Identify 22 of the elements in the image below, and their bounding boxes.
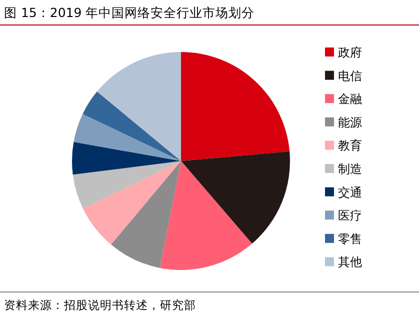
pie-slice xyxy=(181,151,290,244)
pie-slice xyxy=(72,142,181,175)
pie-slice xyxy=(82,92,181,161)
legend-label: 零售 xyxy=(338,232,362,246)
pie-slice xyxy=(74,114,181,161)
legend-label: 电信 xyxy=(338,68,362,83)
pie-slice xyxy=(82,161,181,245)
legend-label: 教育 xyxy=(338,138,362,153)
pie-slice xyxy=(181,52,290,161)
chart-title: 图 15：2019 年中国网络安全行业市场划分 xyxy=(4,5,255,20)
legend-label: 其他 xyxy=(338,255,362,270)
legend-label: 制造 xyxy=(338,162,362,176)
legend-label: 能源 xyxy=(338,115,362,130)
legend-label: 交通 xyxy=(338,185,362,200)
legend-label: 政府 xyxy=(338,46,362,60)
pie-slice xyxy=(160,161,252,270)
pie-slice xyxy=(72,161,181,209)
pie-slice xyxy=(110,161,181,268)
legend-label: 医疗 xyxy=(338,208,362,223)
pie-slice xyxy=(97,52,181,161)
text: 资料来源：招股说明书转述，研究部 xyxy=(4,298,196,312)
legend-label: 金融 xyxy=(338,92,362,106)
